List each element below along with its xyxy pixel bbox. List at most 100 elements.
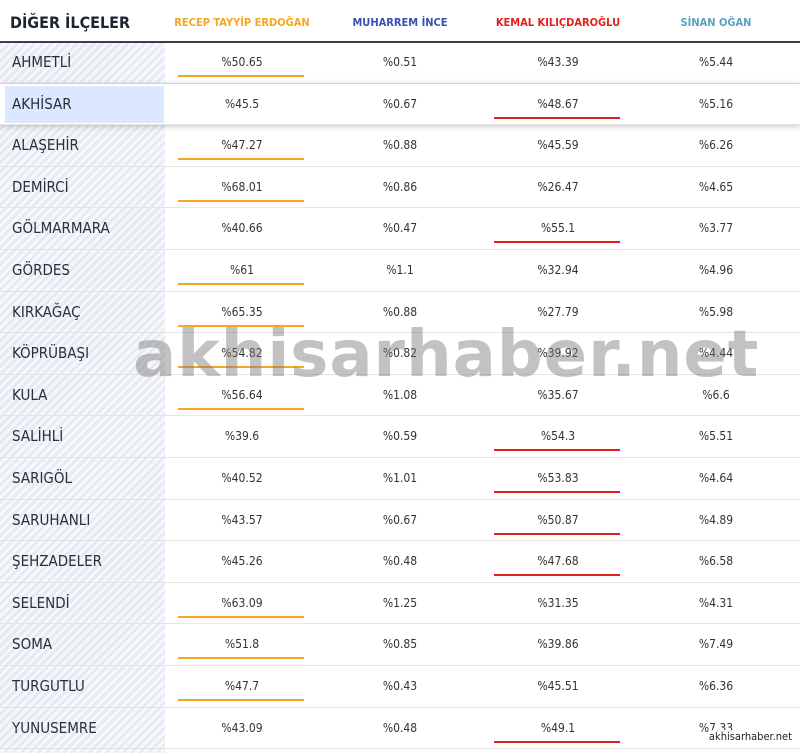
column-stripe bbox=[0, 42, 165, 753]
district-name: AKHİSAR bbox=[12, 94, 72, 113]
vote-share: %4.44 bbox=[698, 346, 734, 361]
district-name: KIRKAĞAÇ bbox=[12, 302, 81, 321]
vote-share: %43.09 bbox=[221, 720, 263, 735]
vote-share: %1.08 bbox=[382, 387, 418, 402]
winner-underline bbox=[494, 491, 620, 493]
vote-share: %4.96 bbox=[698, 263, 734, 277]
table-title: DİĞER İLÇELER bbox=[10, 13, 131, 32]
district-name: YUNUSEMRE bbox=[12, 718, 97, 737]
district-name: DEMİRCİ bbox=[12, 177, 69, 196]
vote-share: %3.77 bbox=[698, 221, 734, 236]
vote-share: %47.7 bbox=[178, 666, 306, 707]
table-row: SELENDİ %63.09 %1.25 %31.35 %4.31 bbox=[0, 583, 800, 625]
candidate-header: MUHARREM İNCE bbox=[352, 16, 448, 29]
vote-share: %6.6 bbox=[702, 387, 730, 402]
vote-share: %39.86 bbox=[537, 637, 579, 652]
vote-share: %43.39 bbox=[537, 55, 579, 69]
district-name: ALAŞEHİR bbox=[12, 136, 79, 155]
vote-share: %1.1 bbox=[386, 263, 414, 277]
candidate-header: RECEP TAYYİP ERDOĞAN bbox=[174, 16, 310, 29]
winner-underline bbox=[494, 740, 620, 743]
vote-share: %51.8 bbox=[178, 624, 306, 665]
district-name: AHMETLİ bbox=[12, 53, 72, 71]
table-row: TURGUTLU %47.7 %0.43 %45.51 %6.36 bbox=[0, 666, 800, 708]
district-name: ŞEHZADELER bbox=[12, 552, 103, 571]
vote-share: %31.35 bbox=[537, 595, 579, 610]
vote-share: %1.01 bbox=[382, 471, 418, 485]
winner-underline bbox=[178, 615, 304, 618]
header-rule bbox=[0, 41, 800, 43]
district-name: GÖRDES bbox=[12, 261, 70, 279]
vote-share: %1.25 bbox=[382, 595, 418, 610]
table-row: AHMETLİ %50.65 %0.51 %43.39 %5.44 bbox=[0, 42, 800, 84]
table-row: YUNUSEMRE %43.09 %0.48 %49.1 %7.33 bbox=[0, 708, 800, 750]
winner-underline bbox=[494, 574, 620, 577]
district-name: SARIGÖL bbox=[12, 469, 73, 487]
candidate-header: KEMAL KILIÇDAROĞLU bbox=[495, 16, 621, 29]
table-row: DEMİRCİ %68.01 %0.86 %26.47 %4.65 bbox=[0, 167, 800, 209]
vote-share: %48.67 bbox=[494, 84, 622, 125]
footer-mark: akhisarhaber.net bbox=[708, 730, 792, 743]
vote-share: %40.52 bbox=[221, 471, 263, 485]
vote-share: %0.67 bbox=[382, 512, 418, 527]
vote-share: %0.48 bbox=[382, 720, 418, 735]
vote-share: %0.67 bbox=[382, 96, 418, 111]
candidate-header: SİNAN OĞAN bbox=[680, 16, 752, 29]
vote-share: %54.82 bbox=[178, 333, 306, 374]
highlight-cell bbox=[5, 85, 164, 123]
vote-share: %47.68 bbox=[494, 541, 622, 582]
district-name: SOMA bbox=[12, 635, 53, 654]
vote-share: %6.58 bbox=[698, 554, 734, 569]
vote-share: %0.85 bbox=[382, 637, 418, 652]
vote-share: %4.65 bbox=[698, 179, 734, 194]
table-row: ALAŞEHİR %47.27 %0.88 %45.59 %6.26 bbox=[0, 125, 800, 167]
vote-share: %5.16 bbox=[698, 96, 734, 111]
vote-share: %0.51 bbox=[382, 55, 418, 69]
winner-underline bbox=[494, 241, 620, 244]
vote-share: %0.47 bbox=[382, 221, 418, 236]
table-row: KULA %56.64 %1.08 %35.67 %6.6 bbox=[0, 375, 800, 417]
winner-underline bbox=[494, 449, 620, 452]
vote-share: %53.83 bbox=[494, 458, 622, 499]
table-row: SARIGÖL %40.52 %1.01 %53.83 %4.64 bbox=[0, 458, 800, 500]
table-row: SOMA %51.8 %0.85 %39.86 %7.49 bbox=[0, 624, 800, 666]
vote-share: %50.87 bbox=[494, 500, 622, 541]
table-row: ŞEHZADELER %45.26 %0.48 %47.68 %6.58 bbox=[0, 541, 800, 583]
vote-share: %45.5 bbox=[224, 96, 260, 111]
vote-share: %55.1 bbox=[494, 208, 622, 249]
table-row: KÖPRÜBAŞI %54.82 %0.82 %39.92 %4.44 bbox=[0, 333, 800, 375]
winner-underline bbox=[178, 283, 304, 285]
vote-share: %4.64 bbox=[698, 471, 734, 485]
winner-underline bbox=[178, 407, 304, 410]
winner-underline bbox=[494, 116, 620, 119]
vote-share: %45.59 bbox=[537, 138, 579, 153]
district-name: KÖPRÜBAŞI bbox=[12, 344, 90, 363]
vote-share: %4.89 bbox=[698, 512, 734, 527]
vote-share: %5.98 bbox=[698, 304, 734, 319]
vote-share: %35.67 bbox=[537, 387, 579, 402]
vote-share: %26.47 bbox=[537, 179, 579, 194]
district-name: GÖLMARMARA bbox=[12, 219, 110, 238]
vote-share: %5.44 bbox=[698, 55, 734, 69]
district-name: KULA bbox=[12, 385, 48, 404]
vote-share: %0.59 bbox=[382, 429, 418, 444]
winner-underline bbox=[178, 75, 304, 77]
vote-share: %0.82 bbox=[382, 346, 418, 361]
vote-share: %45.26 bbox=[221, 554, 263, 569]
winner-underline bbox=[178, 657, 304, 660]
winner-underline bbox=[178, 158, 304, 161]
table-row: SALİHLİ %39.6 %0.59 %54.3 %5.51 bbox=[0, 416, 800, 458]
vote-share: %54.3 bbox=[494, 416, 622, 457]
vote-share: %5.51 bbox=[698, 429, 734, 444]
vote-share: %27.79 bbox=[537, 304, 579, 319]
vote-share: %32.94 bbox=[537, 263, 579, 277]
vote-share: %40.66 bbox=[221, 221, 263, 236]
watermark: akhisarhaber.net bbox=[133, 318, 760, 392]
vote-share: %49.1 bbox=[494, 708, 622, 749]
winner-underline bbox=[178, 324, 304, 327]
vote-share: %0.88 bbox=[382, 138, 418, 153]
winner-underline bbox=[178, 366, 304, 369]
vote-share: %4.31 bbox=[698, 595, 734, 610]
district-name: SELENDİ bbox=[12, 593, 70, 612]
